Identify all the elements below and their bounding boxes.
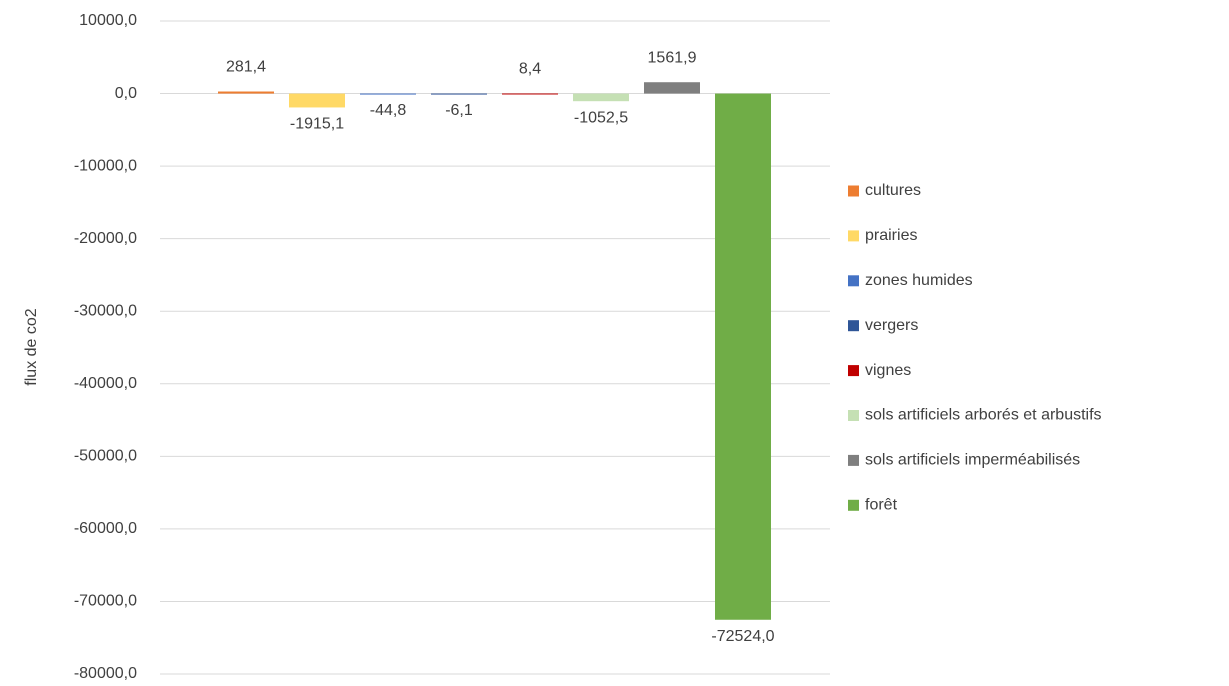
bar xyxy=(715,93,771,620)
y-tick-label: -70000,0 xyxy=(74,593,137,610)
value-label: -44,8 xyxy=(370,102,407,119)
value-label: -1052,5 xyxy=(574,109,628,126)
legend-label: prairies xyxy=(865,227,917,244)
legend-label: sols artificiels imperméabilisés xyxy=(865,452,1080,469)
legend-swatch xyxy=(848,499,859,511)
value-label: -72524,0 xyxy=(711,628,774,645)
y-tick-label: 0,0 xyxy=(115,85,137,102)
y-tick-label: 10000,0 xyxy=(79,12,137,29)
bar xyxy=(502,93,558,95)
value-label: 281,4 xyxy=(226,59,266,76)
legend-label: forêt xyxy=(865,497,898,514)
legend-label: vergers xyxy=(865,317,918,334)
legend-label: zones humides xyxy=(865,272,973,289)
bar xyxy=(289,93,345,108)
legend-label: vignes xyxy=(865,362,911,379)
bar xyxy=(573,93,629,102)
legend-swatch xyxy=(848,275,859,287)
legend-label: sols artificiels arborés et arbustifs xyxy=(865,407,1102,424)
bar xyxy=(644,82,700,94)
value-label: 8,4 xyxy=(519,61,541,78)
legend-swatch xyxy=(848,454,859,466)
legend-swatch xyxy=(848,410,859,421)
value-label: -1915,1 xyxy=(290,116,344,133)
y-tick-label: -60000,0 xyxy=(74,520,137,537)
y-tick-label: -30000,0 xyxy=(74,302,137,319)
y-tick-label: -40000,0 xyxy=(74,375,137,392)
y-axis-label: flux de co2 xyxy=(23,308,40,385)
legend-swatch xyxy=(848,365,859,377)
y-tick-label: -20000,0 xyxy=(74,230,137,247)
legend-swatch xyxy=(848,185,859,197)
y-tick-label: -10000,0 xyxy=(74,157,137,174)
value-label: 1561,9 xyxy=(648,49,697,66)
legend-swatch xyxy=(848,320,859,332)
y-tick-label: -80000,0 xyxy=(74,665,137,682)
legend-swatch xyxy=(848,230,859,242)
value-label: -6,1 xyxy=(445,102,473,119)
legend-label: cultures xyxy=(865,182,921,199)
bar xyxy=(218,91,274,94)
y-tick-label: -50000,0 xyxy=(74,448,137,465)
bar xyxy=(431,93,487,95)
bar xyxy=(360,93,416,95)
